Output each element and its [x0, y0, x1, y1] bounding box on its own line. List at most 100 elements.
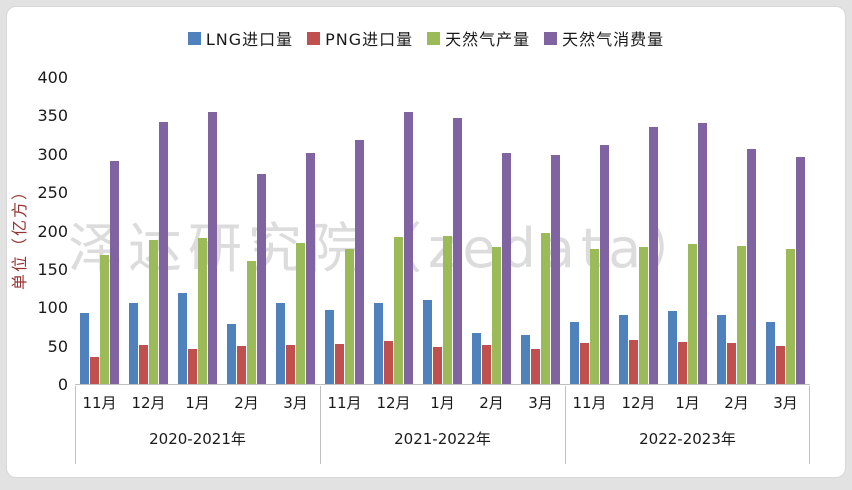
- bar-series3-slot3: [257, 174, 266, 384]
- x-axis-group-separator: [75, 386, 76, 464]
- bar-series0-slot10: [570, 322, 579, 384]
- legend-item-2: 天然气产量: [427, 26, 530, 50]
- bar-series3-slot12: [698, 123, 707, 384]
- legend-label: PNG进口量: [325, 30, 414, 49]
- x-axis-group-separator: [320, 386, 321, 464]
- legend-swatch-icon: [427, 31, 441, 45]
- bar-series0-slot12: [668, 311, 677, 384]
- legend-swatch-icon: [307, 31, 321, 45]
- legend-item-0: LNG进口量: [187, 26, 294, 50]
- bar-series0-slot9: [521, 335, 530, 384]
- x-axis-group-separator: [565, 386, 566, 464]
- legend-label: 天然气产量: [445, 30, 531, 49]
- legend-swatch-icon: [544, 31, 558, 45]
- x-axis-month-label: 12月: [621, 394, 656, 412]
- x-axis-month-label: 3月: [773, 394, 798, 412]
- bar-series2-slot10: [590, 249, 599, 384]
- bar-series3-slot2: [208, 112, 217, 384]
- bar-series3-slot8: [502, 153, 511, 384]
- bar-series0-slot13: [717, 315, 726, 384]
- bar-series1-slot5: [335, 344, 344, 384]
- x-axis-month-label: 11月: [572, 394, 607, 412]
- bar-series0-slot4: [276, 303, 285, 384]
- plot-area: [75, 78, 810, 385]
- bar-series2-slot6: [394, 237, 403, 384]
- x-axis-year-label: 2020-2021年: [149, 430, 246, 448]
- bar-series1-slot14: [776, 346, 785, 384]
- y-axis-tick-label: 350: [37, 106, 68, 126]
- bar-series2-slot7: [443, 236, 452, 384]
- x-axis-month-label: 1月: [430, 394, 455, 412]
- x-axis-month-label: 2月: [479, 394, 504, 412]
- bar-series3-slot6: [404, 112, 413, 384]
- x-axis-month-label: 3月: [528, 394, 553, 412]
- bar-series0-slot3: [227, 324, 236, 384]
- bar-series0-slot11: [619, 315, 628, 384]
- y-axis-tick-label: 100: [37, 298, 68, 318]
- bar-series0-slot14: [766, 322, 775, 384]
- legend-label: LNG进口量: [205, 30, 294, 49]
- bar-series2-slot14: [786, 249, 795, 384]
- bar-series0-slot7: [423, 300, 432, 384]
- y-axis-tick-label: 0: [57, 375, 68, 394]
- y-axis-tick-label: 200: [37, 221, 68, 241]
- bar-series2-slot5: [345, 249, 354, 384]
- legend-item-1: PNG进口量: [307, 26, 413, 50]
- bar-series3-slot14: [796, 157, 805, 384]
- x-axis-group-separator: [809, 386, 810, 464]
- bar-series2-slot0: [100, 255, 109, 384]
- y-axis-tick-label: 400: [37, 68, 68, 87]
- x-axis-month-label: 12月: [376, 394, 411, 412]
- x-axis-year-label: 2022-2023年: [639, 430, 736, 448]
- bar-series2-slot3: [247, 261, 256, 384]
- bar-series2-slot2: [198, 238, 207, 384]
- bar-series3-slot5: [355, 140, 364, 384]
- bar-series1-slot12: [678, 342, 687, 384]
- bar-series1-slot2: [188, 349, 197, 384]
- x-axis-month-label: 3月: [283, 394, 308, 412]
- bar-series1-slot0: [90, 357, 99, 384]
- bar-series2-slot9: [541, 233, 550, 384]
- y-axis-tick-label: 300: [37, 144, 68, 164]
- bar-series3-slot4: [306, 153, 315, 384]
- x-axis-month-label: 2月: [724, 394, 749, 412]
- bar-series0-slot1: [129, 303, 138, 384]
- bar-series3-slot10: [600, 145, 609, 384]
- legend-item-3: 天然气消费量: [544, 26, 664, 50]
- bar-series2-slot1: [149, 240, 158, 384]
- bar-series0-slot6: [374, 303, 383, 384]
- bar-series0-slot5: [325, 310, 334, 384]
- bar-series1-slot4: [286, 345, 295, 384]
- x-axis-category-area: 11月 12月 1月 2月 3月 2020-2021年 11月 12月 1月 2月 3月 2021-2…: [75, 386, 810, 464]
- x-axis-month-label: 11月: [82, 394, 117, 412]
- x-axis-month-label: 1月: [675, 394, 700, 412]
- bar-series1-slot3: [237, 346, 246, 384]
- bar-series1-slot1: [139, 345, 148, 384]
- bar-series3-slot7: [453, 118, 462, 384]
- bar-series3-slot0: [110, 161, 119, 384]
- bar-series1-slot8: [482, 345, 491, 384]
- bar-series3-slot11: [649, 127, 658, 384]
- bar-series2-slot11: [639, 247, 648, 384]
- bar-series0-slot2: [178, 293, 187, 384]
- x-axis-month-label: 12月: [131, 394, 166, 412]
- y-axis-tick-label: 250: [37, 183, 68, 203]
- bar-series2-slot12: [688, 244, 697, 384]
- bar-series3-slot1: [159, 122, 168, 384]
- bar-series1-slot6: [384, 341, 393, 384]
- bar-series1-slot10: [580, 343, 589, 384]
- bar-series0-slot0: [80, 313, 89, 384]
- bar-series1-slot9: [531, 349, 540, 384]
- bar-series2-slot8: [492, 247, 501, 384]
- bar-series1-slot13: [727, 343, 736, 384]
- y-axis-tick-label: 150: [37, 259, 68, 279]
- bar-series0-slot8: [472, 333, 481, 384]
- bar-series2-slot13: [737, 246, 746, 384]
- legend-swatch-icon: [187, 31, 201, 45]
- bar-series3-slot13: [747, 149, 756, 384]
- bar-series1-slot11: [629, 340, 638, 384]
- x-axis-month-label: 1月: [185, 394, 210, 412]
- bar-series2-slot4: [296, 243, 305, 384]
- legend-label: 天然气消费量: [562, 30, 665, 49]
- x-axis-month-label: 2月: [234, 394, 259, 412]
